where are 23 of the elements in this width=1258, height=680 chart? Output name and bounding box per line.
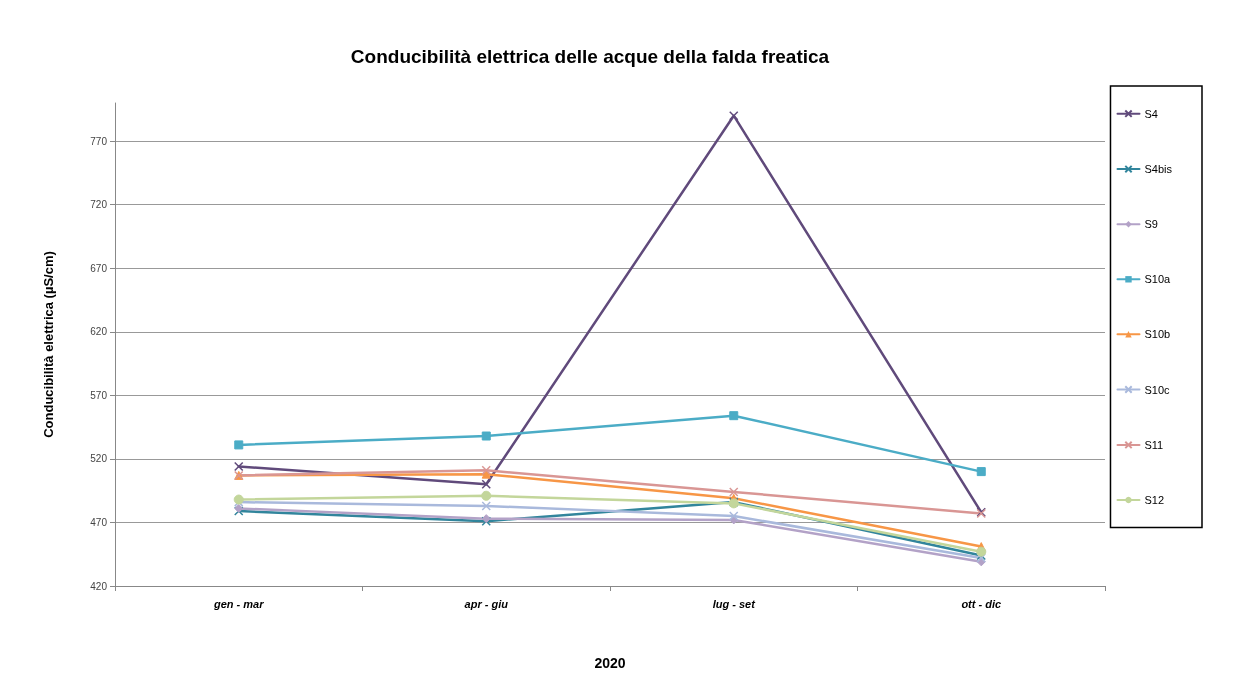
- legend-label: S9: [1144, 218, 1158, 231]
- x-tick-label: lug - set: [712, 597, 757, 610]
- y-tick-label: 720: [90, 199, 108, 211]
- x-axis-title: 2020: [594, 655, 626, 671]
- x-tick-label: gen - mar: [212, 597, 265, 610]
- legend-label: S10b: [1144, 328, 1171, 341]
- y-tick-label: 470: [90, 516, 108, 528]
- legend-label: S4: [1144, 107, 1158, 120]
- y-tick-label: 570: [90, 389, 108, 401]
- legend-label: S11: [1144, 438, 1164, 451]
- legend-label: S10a: [1144, 273, 1172, 286]
- y-tick-label: 770: [90, 135, 108, 147]
- y-tick-label: 420: [90, 580, 108, 592]
- y-tick-label: 620: [90, 326, 108, 338]
- legend-label: S4bis: [1144, 163, 1173, 176]
- x-tick-label: apr - giu: [464, 597, 509, 610]
- y-tick-label: 520: [90, 453, 108, 465]
- x-tick-label: ott - dic: [961, 597, 1002, 610]
- chart-title: Conducibilità elettrica delle acque della falda freatica: [350, 46, 830, 67]
- legend-label: S10c: [1144, 383, 1171, 396]
- legend-label: S12: [1144, 494, 1165, 507]
- y-tick-label: 670: [90, 262, 108, 274]
- y-axis-title: Conducibilità elettrica (µS/cm): [41, 251, 56, 438]
